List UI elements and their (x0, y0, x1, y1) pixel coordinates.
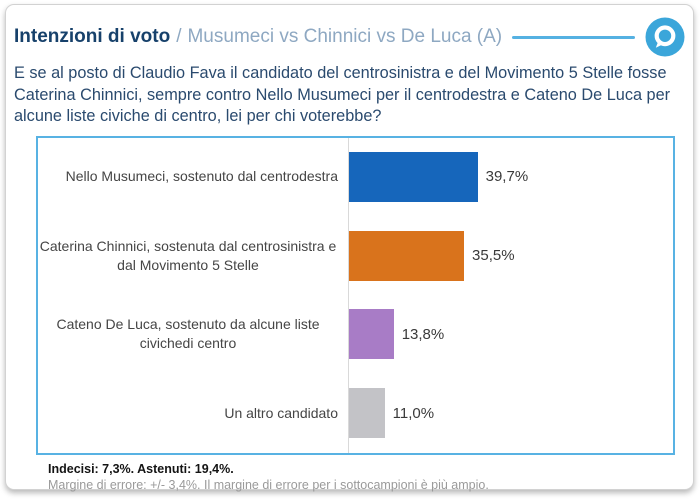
page-title: Intenzioni di voto (14, 26, 171, 47)
title-separator: / (176, 26, 182, 47)
bar-value-label: 39,7% (485, 168, 529, 186)
bar-category-label: Un altro candidato (224, 404, 338, 421)
bar-category-label: Caterina Chinnici, sostenuta dal centros… (39, 237, 337, 273)
chart-panel: Nello Musumeci, sostenuto dal centrodest… (36, 135, 675, 455)
bar-musumeci (349, 151, 478, 202)
bar-value-label: 13,8% (401, 325, 445, 343)
quorum-logo-icon (645, 17, 685, 57)
bar-category-label: Cateno De Luca, sostenuto da alcune list… (56, 316, 320, 352)
header-rule (512, 35, 635, 39)
page-subtitle: Musumeci vs Chinnici vs De Luca (A) (187, 26, 503, 47)
bar-zone: 35,5% (348, 216, 673, 295)
bar-chinnici (349, 230, 465, 281)
bar-zone: 13,8% (348, 295, 673, 374)
bar-row-altro-candidato: Un altro candidato 11,0% (38, 373, 673, 453)
footnote-margin-of-error: Margine di errore: +/- 3,4%. Il margine … (48, 477, 489, 492)
bar-value-label: 11,0% (392, 404, 435, 422)
bar-value-label: 35,5% (472, 247, 515, 265)
footnote-undecided: Indecisi: 7,3%. Astenuti: 19,4%. (48, 461, 234, 476)
bar-row-musumeci: Nello Musumeci, sostenuto dal centrodest… (38, 137, 673, 217)
footnote: Indecisi: 7,3%. Astenuti: 19,4%. Margine… (48, 462, 685, 492)
bar-row-chinnici: Caterina Chinnici, sostenuta dal centros… (38, 216, 673, 295)
poll-card: Intenzioni di voto / Musumeci vs Chinnic… (5, 4, 694, 492)
survey-question: E se al posto di Claudio Fava il candida… (14, 64, 671, 125)
bar-chart-rows: Nello Musumeci, sostenuto dal centrodest… (38, 137, 673, 453)
bar-de-luca (349, 309, 394, 360)
bar-category-label: Nello Musumeci, sostenuto dal centrodest… (65, 168, 338, 185)
header: Intenzioni di voto / Musumeci vs Chinnic… (14, 17, 685, 57)
bar-zone: 11,0% (348, 373, 673, 453)
bar-zone: 39,7% (348, 137, 673, 217)
bar-row-de-luca: Cateno De Luca, sostenuto da alcune list… (38, 295, 673, 374)
bar-altro-candidato (349, 388, 385, 439)
